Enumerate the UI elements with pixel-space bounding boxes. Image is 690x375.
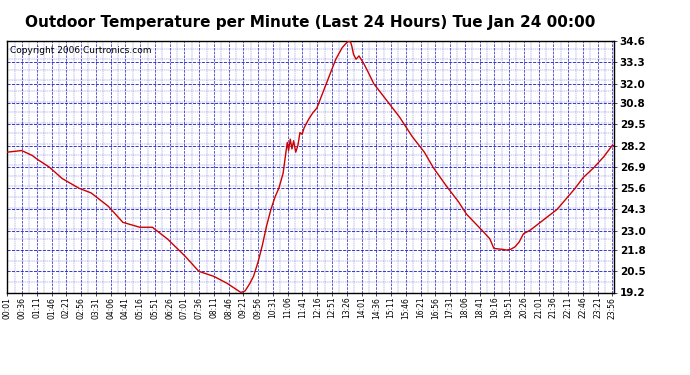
Text: Copyright 2006 Curtronics.com: Copyright 2006 Curtronics.com <box>10 46 151 55</box>
Text: Outdoor Temperature per Minute (Last 24 Hours) Tue Jan 24 00:00: Outdoor Temperature per Minute (Last 24 … <box>26 15 595 30</box>
